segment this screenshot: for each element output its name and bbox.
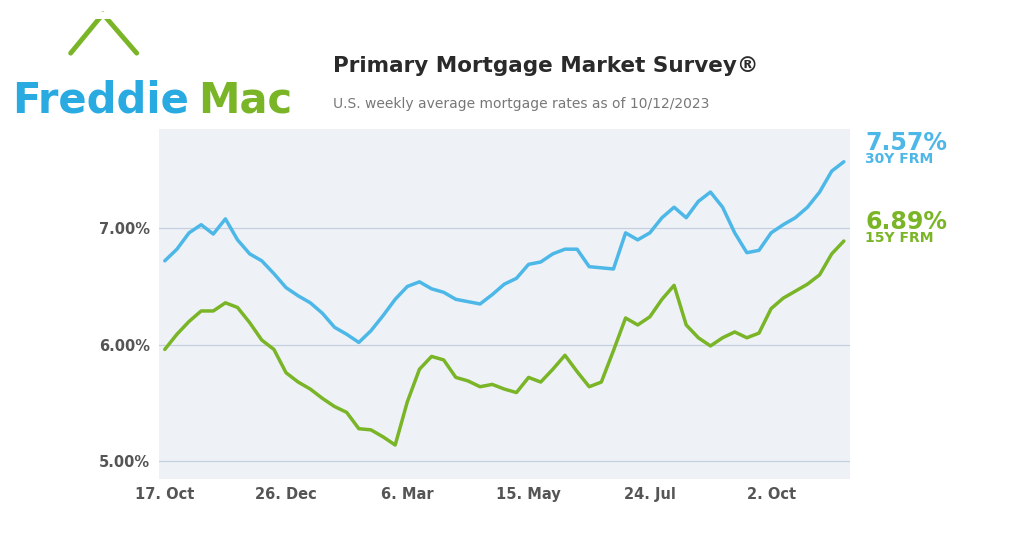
Text: U.S. weekly average mortgage rates as of 10/12/2023: U.S. weekly average mortgage rates as of…	[333, 97, 710, 111]
Text: Freddie: Freddie	[12, 80, 189, 122]
Text: 7.57%: 7.57%	[865, 131, 947, 155]
Text: 30Y FRM: 30Y FRM	[865, 152, 934, 166]
Text: 15Y FRM: 15Y FRM	[865, 231, 934, 245]
Text: 6.89%: 6.89%	[865, 210, 947, 234]
Text: Primary Mortgage Market Survey®: Primary Mortgage Market Survey®	[333, 56, 759, 76]
Text: Mac: Mac	[199, 80, 292, 122]
